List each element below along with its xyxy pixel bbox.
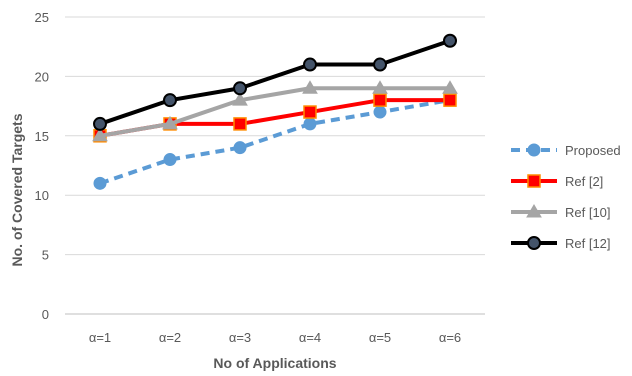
data-point: [373, 105, 387, 119]
y-axis-ticks: 0 5 10 15 20 25: [35, 10, 49, 322]
gridlines: [65, 16, 485, 315]
data-point: [92, 127, 108, 142]
data-point: [303, 105, 317, 119]
y-tick-label: 25: [35, 10, 49, 25]
x-axis-title: No of Applications: [213, 355, 336, 371]
series-line: [99, 98, 451, 186]
x-tick-label: α=6: [439, 330, 461, 345]
legend-swatch-marker: [527, 174, 541, 188]
x-tick-label: α=1: [89, 330, 111, 345]
data-point: [303, 117, 317, 131]
y-axis-title: No. of Covered Targets: [9, 113, 25, 266]
y-tick-label: 0: [42, 307, 49, 322]
legend-item: Proposed: [511, 143, 621, 158]
legend-swatch-marker: [527, 236, 541, 250]
legend-swatch-marker: [526, 204, 542, 218]
x-tick-label: α=2: [159, 330, 181, 345]
y-tick-label: 5: [42, 248, 49, 263]
y-tick-label: 15: [35, 129, 49, 144]
data-point: [93, 116, 107, 131]
data-point: [232, 92, 248, 106]
legend-swatch-marker: [527, 143, 541, 157]
data-point: [373, 57, 387, 72]
legend-label: Proposed: [565, 143, 621, 158]
data-point: [233, 117, 247, 131]
legend-label: Ref [10]: [565, 205, 611, 220]
data-point: [373, 93, 387, 107]
legend-item: Ref [12]: [511, 236, 611, 251]
data-point: [93, 176, 107, 190]
legend-label: Ref [12]: [565, 236, 611, 251]
series-line: [99, 86, 450, 138]
data-point: [163, 93, 177, 108]
series-ref-12: [93, 33, 457, 131]
data-point: [303, 57, 317, 72]
series-ref-10: [92, 80, 458, 142]
legend-label: Ref [2]: [565, 174, 603, 189]
x-tick-label: α=4: [299, 330, 321, 345]
data-point: [162, 115, 178, 130]
data-point: [163, 153, 177, 167]
y-tick-label: 20: [35, 69, 49, 84]
x-tick-label: α=5: [369, 330, 391, 345]
data-point: [372, 80, 388, 94]
data-point: [442, 80, 458, 94]
x-tick-label: α=3: [229, 330, 251, 345]
y-tick-label: 10: [35, 188, 49, 203]
legend: Proposed Ref [2] Ref [10] Ref [12]: [511, 143, 621, 251]
data-point: [302, 80, 318, 94]
data-point: [443, 33, 457, 48]
legend-item: Ref [2]: [511, 174, 603, 189]
data-point: [443, 93, 457, 107]
data-point: [233, 81, 247, 96]
data-point: [233, 141, 247, 155]
legend-item: Ref [10]: [511, 204, 611, 220]
series-line: [99, 38, 451, 126]
series-layer: [92, 33, 458, 190]
x-axis-ticks: α=1 α=2 α=3 α=4 α=5 α=6: [89, 330, 461, 345]
